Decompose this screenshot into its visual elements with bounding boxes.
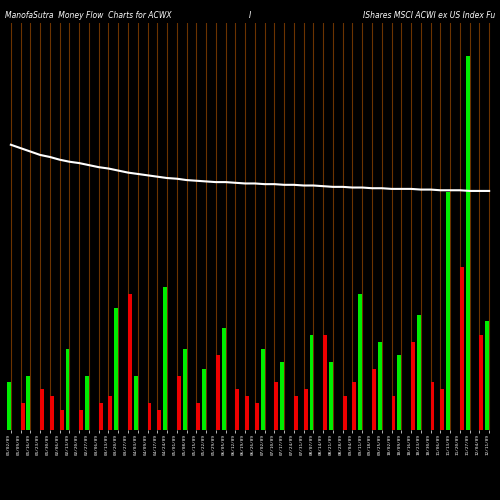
Bar (163, 288, 167, 430)
Bar (392, 396, 396, 430)
Bar (294, 396, 298, 430)
Bar (446, 192, 450, 430)
Bar (430, 382, 434, 430)
Bar (216, 356, 220, 430)
Bar (7, 382, 11, 430)
Bar (352, 382, 356, 430)
Bar (134, 376, 138, 430)
Bar (148, 403, 152, 430)
Bar (466, 56, 469, 430)
Bar (245, 396, 249, 430)
Bar (108, 396, 112, 430)
Bar (323, 335, 327, 430)
Bar (274, 382, 278, 430)
Bar (485, 322, 489, 430)
Bar (202, 369, 206, 430)
Bar (182, 348, 186, 430)
Bar (85, 376, 89, 430)
Bar (128, 294, 132, 430)
Bar (177, 376, 180, 430)
Bar (440, 389, 444, 430)
Bar (310, 335, 314, 430)
Bar (358, 294, 362, 430)
Bar (304, 389, 308, 430)
Bar (60, 410, 64, 430)
Bar (411, 342, 415, 430)
Bar (460, 267, 464, 430)
Text: IShares MSCI ACWI ex US Index Fu: IShares MSCI ACWI ex US Index Fu (363, 11, 495, 20)
Bar (417, 314, 421, 430)
Bar (26, 376, 30, 430)
Bar (158, 410, 161, 430)
Bar (480, 335, 484, 430)
Bar (260, 348, 264, 430)
Bar (280, 362, 284, 430)
Bar (236, 389, 240, 430)
Text: I: I (249, 11, 251, 20)
Bar (255, 403, 259, 430)
Bar (378, 342, 382, 430)
Bar (98, 403, 102, 430)
Bar (196, 403, 200, 430)
Text: ManofaSutra  Money Flow  Charts for ACWX: ManofaSutra Money Flow Charts for ACWX (5, 11, 172, 20)
Bar (50, 396, 54, 430)
Bar (398, 356, 402, 430)
Bar (329, 362, 333, 430)
Bar (40, 389, 44, 430)
Bar (66, 348, 70, 430)
Bar (114, 308, 118, 430)
Bar (222, 328, 226, 430)
Bar (342, 396, 346, 430)
Bar (79, 410, 83, 430)
Bar (20, 403, 24, 430)
Bar (372, 369, 376, 430)
